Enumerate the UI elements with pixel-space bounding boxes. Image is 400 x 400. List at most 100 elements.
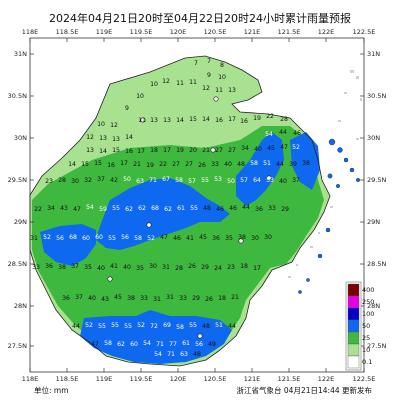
station-value: 48 bbox=[237, 161, 245, 168]
station-value: 15 bbox=[94, 160, 102, 167]
station-value: 29 bbox=[281, 206, 289, 213]
top-lon-label: 121E bbox=[244, 28, 261, 36]
city-markers bbox=[107, 96, 272, 339]
station-value: 44 bbox=[228, 323, 236, 330]
station-value: 58 bbox=[104, 340, 112, 347]
station-value: 40 bbox=[97, 265, 105, 272]
station-value: 11 bbox=[138, 117, 146, 124]
station-value: 55 bbox=[111, 322, 119, 329]
station-value: 46 bbox=[216, 206, 224, 213]
band-50-100-central bbox=[96, 178, 230, 250]
station-value: 23 bbox=[227, 264, 235, 271]
station-value: 52 bbox=[292, 144, 300, 151]
station-value: 17 bbox=[120, 160, 128, 167]
station-value: 45 bbox=[199, 234, 207, 241]
station-value: 36 bbox=[212, 235, 220, 242]
legend-swatch bbox=[347, 343, 360, 357]
station-value: 35 bbox=[225, 235, 233, 242]
map-title: 2024年04月21日20时至04月22日20时24小时累计雨量预报 bbox=[49, 11, 351, 25]
legend-level-label: 10 bbox=[362, 346, 370, 354]
station-value: 38 bbox=[127, 295, 135, 302]
left-lat-label: 30N bbox=[14, 134, 27, 142]
station-value: 21 bbox=[202, 147, 210, 154]
station-value: 10 bbox=[136, 93, 144, 100]
station-value: 34 bbox=[241, 145, 249, 152]
station-value: 8 bbox=[220, 62, 224, 69]
station-value: 10 bbox=[150, 81, 158, 88]
station-value: 16 bbox=[215, 117, 223, 124]
station-value: 47 bbox=[73, 206, 81, 213]
legend-swatch bbox=[347, 295, 360, 309]
station-value: 37 bbox=[97, 176, 105, 183]
station-value: 37 bbox=[292, 177, 300, 184]
station-value: 56 bbox=[56, 235, 64, 242]
top-lon-label: 122E bbox=[318, 28, 335, 36]
station-value: 20 bbox=[189, 147, 197, 154]
bottom-lon-label: 120E bbox=[170, 375, 187, 383]
station-value: 41 bbox=[110, 263, 118, 270]
station-value: 28 bbox=[175, 265, 183, 272]
station-value: 26 bbox=[205, 296, 213, 303]
legend-level-label: 50 bbox=[362, 322, 370, 330]
station-value: 27 bbox=[215, 147, 223, 154]
station-value: 28 bbox=[280, 116, 288, 123]
right-lat-label: 31N bbox=[367, 50, 380, 58]
station-value: 33 bbox=[211, 161, 219, 168]
station-value: 26 bbox=[198, 162, 206, 169]
offshore-noise bbox=[288, 70, 362, 278]
station-value: 17 bbox=[253, 265, 261, 272]
station-value: 39 bbox=[289, 161, 297, 168]
station-value: 22 bbox=[159, 161, 167, 168]
station-value: 56 bbox=[195, 341, 203, 348]
station-value: 38 bbox=[302, 160, 310, 167]
station-value: 31 bbox=[166, 294, 174, 301]
station-value: 13 bbox=[228, 87, 236, 94]
station-value: 57 bbox=[188, 178, 196, 185]
station-value: 47 bbox=[91, 341, 99, 348]
axis-ticks: 118E 118.5E 119E 119.5E 120E 120.5E 121E 121.5E… bbox=[8, 28, 387, 383]
station-value: 60 bbox=[95, 234, 103, 241]
station-value: 24 bbox=[214, 265, 222, 272]
station-value: 44 bbox=[279, 129, 287, 136]
legend-level-label: 100 bbox=[362, 310, 374, 318]
bottom-lon-label: 120.5E bbox=[204, 375, 227, 383]
station-value: 17 bbox=[163, 147, 171, 154]
legend-swatch bbox=[347, 319, 360, 333]
top-lon-label: 121.5E bbox=[278, 28, 301, 36]
station-value: 55 bbox=[201, 177, 209, 184]
bottom-lon-label: 119.5E bbox=[130, 375, 153, 383]
station-value: 7 bbox=[207, 58, 211, 65]
station-value: 49 bbox=[208, 341, 216, 348]
right-lat-label: 29.5N bbox=[367, 176, 386, 184]
left-lat-label: 31N bbox=[14, 50, 27, 58]
offshore-islands bbox=[298, 138, 361, 294]
station-value: 27 bbox=[172, 161, 180, 168]
right-lat-label: 28.5N bbox=[367, 260, 386, 268]
station-value: 45 bbox=[114, 294, 122, 301]
station-value: 11 bbox=[215, 87, 223, 94]
station-value: 31 bbox=[153, 296, 161, 303]
issuer-label: 浙江省气象台 04月21日14:44 更新发布 bbox=[237, 385, 373, 395]
station-value: 61 bbox=[177, 205, 185, 212]
station-value: 56 bbox=[121, 234, 129, 241]
station-value: 48 bbox=[202, 323, 210, 330]
station-value: 40 bbox=[254, 146, 262, 153]
station-value: 57 bbox=[240, 177, 248, 184]
station-value: 12 bbox=[110, 122, 118, 129]
station-value: 60 bbox=[130, 341, 138, 348]
unit-label: 单位: mm bbox=[34, 385, 69, 395]
station-value: 26 bbox=[188, 263, 196, 270]
right-lat-label: 30.5N bbox=[367, 92, 386, 100]
station-value: 30 bbox=[264, 234, 272, 241]
station-value: 52 bbox=[137, 322, 145, 329]
station-value: 46 bbox=[173, 235, 181, 242]
station-value: 62 bbox=[117, 341, 125, 348]
station-value: 40 bbox=[123, 264, 131, 271]
station-value: 54 bbox=[143, 340, 151, 347]
station-value: 33 bbox=[140, 295, 148, 302]
bottom-lon-label: 119E bbox=[96, 375, 113, 383]
bottom-lon-label: 122E bbox=[318, 375, 335, 383]
station-value: 31 bbox=[30, 235, 38, 242]
legend-swatch bbox=[347, 307, 360, 321]
station-value: 12 bbox=[86, 134, 94, 141]
